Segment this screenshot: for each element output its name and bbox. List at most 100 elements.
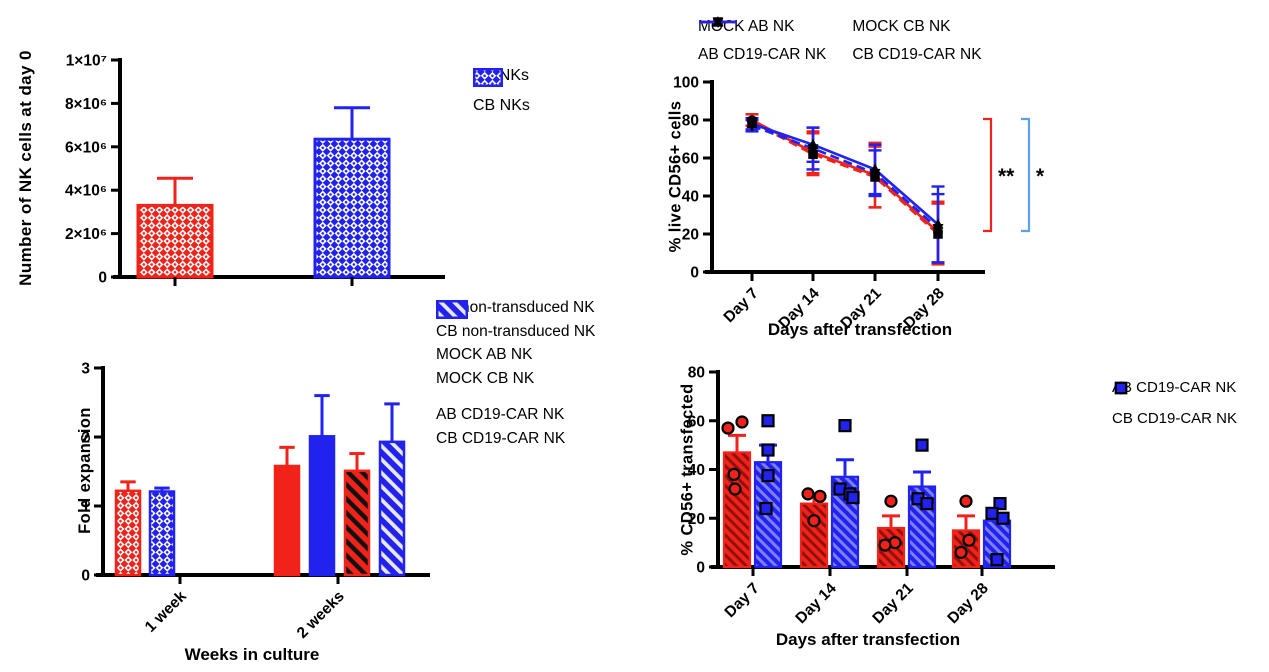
legend-item: CB CD19-CAR NK — [699, 17, 982, 68]
significance-bracket — [1021, 117, 1031, 233]
x-axis-title-days-transfection-top: Days after transfection — [767, 320, 953, 339]
x-category-label: Day 21 — [869, 580, 917, 628]
legend-marker-icon — [1114, 381, 1128, 395]
legend-label: AB non-transduced NK — [436, 299, 595, 316]
legend-swatch — [436, 300, 468, 319]
significance-bracket — [983, 117, 993, 233]
legend-label: CB CD19-CAR NK — [852, 46, 982, 64]
legend-swatch-icon — [473, 68, 503, 87]
data-point-circle — [727, 467, 741, 481]
x-axis-title-weeks-in-culture: Weeks in culture — [184, 645, 320, 664]
data-point-circle — [728, 482, 742, 496]
x-category-label: Day 14 — [792, 580, 840, 628]
data-point-triangle-up — [807, 138, 819, 149]
y-tick-label: 0 — [81, 568, 90, 585]
data-point-circle — [954, 545, 968, 559]
legend-item: AB CD19-CAR NK — [1112, 380, 1237, 395]
legend-item: CB NKs — [473, 68, 530, 114]
y-tick-label: 8×10⁶ — [65, 96, 107, 113]
bar — [114, 489, 142, 577]
y-axis-title-nk-day0: Number of NK cells at day 0 — [16, 50, 35, 286]
x-category-label: 1 week — [142, 588, 190, 636]
data-point-square — [761, 468, 775, 483]
legend-label: MOCK AB NK — [436, 346, 533, 363]
y-tick-label: 100 — [673, 75, 699, 92]
y-tick-label: 0 — [690, 265, 699, 282]
bar — [148, 490, 176, 577]
data-point-square — [990, 553, 1004, 567]
data-point-circle — [735, 415, 749, 429]
y-tick-label: 60 — [682, 151, 699, 168]
y-tick-label: 1 — [81, 499, 90, 516]
data-point-triangle-up — [869, 163, 881, 174]
legend-label: CB CD19-CAR NK — [436, 429, 566, 447]
y-axis-title-live-cd56: % live CD56+ cells — [666, 100, 685, 253]
legend-label: MOCK CB NK — [436, 369, 535, 387]
data-point-square — [920, 497, 934, 511]
bar — [343, 469, 371, 577]
data-point-circle — [884, 494, 898, 508]
legend-item: CB CD19-CAR NK — [1112, 381, 1238, 427]
legend-label: MOCK CB NK — [852, 18, 951, 36]
x-axis-title-days-transfection-bottom: Days after transfection — [775, 630, 961, 649]
legend-label: CB non-transduced NK — [436, 322, 596, 340]
data-point-circle — [962, 533, 976, 547]
legend-item: MOCK AB NK — [436, 300, 595, 363]
data-point-square — [838, 419, 852, 433]
y-tick-label: 2×10⁶ — [65, 226, 107, 243]
data-point-triangle-up — [932, 218, 944, 229]
y-tick-label: 3 — [81, 361, 90, 378]
data-point-triangle-down — [712, 17, 724, 28]
y-tick-label: 0 — [696, 560, 705, 577]
legend-item: CB non-transduced NK — [436, 300, 596, 340]
series-line — [751, 122, 939, 226]
data-point-circle — [959, 494, 973, 508]
y-tick-label: 6×10⁶ — [65, 139, 107, 156]
series-line — [751, 124, 939, 230]
legend-item: CB CD19-CAR NK — [436, 300, 595, 447]
data-point-square — [1114, 381, 1128, 395]
significance-stars: ** — [998, 165, 1015, 188]
legend-swatch-icon — [436, 300, 468, 319]
panel-nk-day0: 0 2×10⁶ 4×10⁶ 6×10⁶ 8×10⁶ 1×10⁷ — [65, 53, 445, 287]
y-tick-label: 0 — [98, 270, 107, 287]
legend-label: AB CD19-CAR NK — [698, 46, 827, 64]
legend-item: AB CD19-CAR NK — [436, 300, 595, 423]
legend-label: AB CD19-CAR NK — [436, 406, 565, 423]
series-line — [751, 120, 939, 235]
data-point-square — [846, 490, 860, 505]
legend-item: MOCK CB NK — [699, 14, 981, 40]
legend-cd56-transfected: AB CD19-CAR NK CB CD19-CAR NK — [1112, 380, 1237, 426]
legend-label: AB CD19-CAR NK — [1112, 379, 1237, 396]
y-tick-label: 20 — [688, 511, 705, 528]
x-category-label: 2 weeks — [294, 588, 348, 642]
legend-fold-expansion: AB non-transduced NK CB non-transduced NK… — [436, 300, 595, 446]
panel-fold-expansion: 0 1 2 3 1 week 2 weeks — [81, 361, 430, 642]
data-point-square — [761, 414, 775, 428]
data-point-circle — [721, 421, 735, 435]
y-tick-label: 2 — [81, 430, 90, 447]
y-tick-label: 40 — [688, 462, 705, 479]
y-tick-label: 40 — [682, 189, 699, 206]
data-point-square — [996, 511, 1010, 525]
x-category-label: Day 28 — [944, 580, 992, 628]
legend-swatch — [473, 68, 503, 87]
y-axis-title-fold-expansion: Fold expansion — [76, 407, 94, 534]
bar — [273, 464, 301, 577]
significance-stars: * — [1036, 165, 1045, 188]
bar — [308, 435, 336, 577]
data-point-square — [993, 497, 1007, 511]
legend-label: CB CD19-CAR NK — [1112, 410, 1238, 427]
legend-item: AB CD19-CAR NK — [698, 17, 827, 68]
panel-cd56-transfected: 0 20 40 60 80 Day 7 Day 14 Day 21 Day 28 — [688, 365, 1055, 628]
x-category-label: Day 7 — [722, 580, 763, 621]
data-point-square — [985, 506, 999, 520]
legend-item: MOCK CB NK — [436, 300, 595, 387]
legend-label: CB NKs — [473, 97, 530, 114]
bar — [799, 502, 829, 569]
bar — [136, 203, 214, 279]
y-tick-label: 1×10⁷ — [66, 53, 107, 70]
